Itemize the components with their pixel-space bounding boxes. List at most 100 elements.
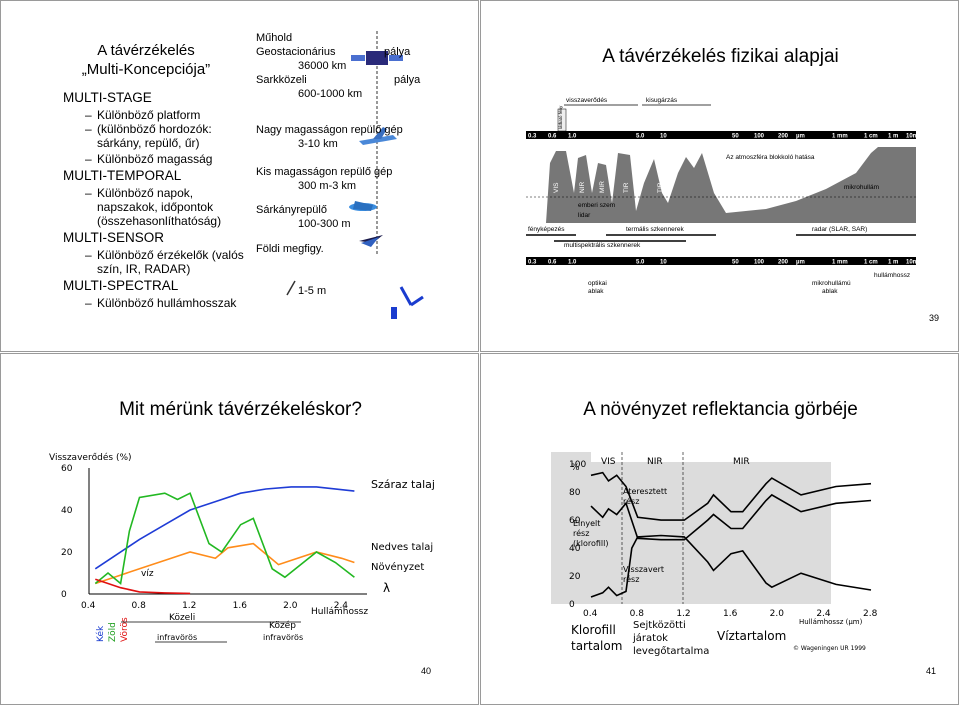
slide-title: A növényzet reflektancia görbéje xyxy=(583,399,858,420)
curve-dry-soil xyxy=(94,486,355,570)
label-wavelength: hullámhossz xyxy=(874,272,910,279)
label-sarkany-alt: 100-300 m xyxy=(298,218,351,230)
page-number: 41 xyxy=(926,666,937,676)
chart-background xyxy=(551,452,831,604)
label-lidar: lidar xyxy=(578,212,591,219)
scale-tick: 0.3 xyxy=(528,260,537,266)
band-label: VIS xyxy=(553,182,560,193)
list-sub: Különböző napok,napszakok, időpontok(öss… xyxy=(63,186,253,228)
scale-tick: 1 cm xyxy=(864,134,878,140)
x-tick: 2.0 xyxy=(283,601,298,611)
slide-multi-concept: A távérzékelés „Multi-Koncepciója” MULTI… xyxy=(0,0,479,352)
label-sarkany: Sárkányrepülő xyxy=(256,204,327,216)
list-sub: Különböző hullámhosszak xyxy=(63,296,253,310)
list-heading: MULTI-TEMPORAL xyxy=(63,168,182,183)
x-tick: 1.2 xyxy=(182,601,196,611)
scale-tick: 50 xyxy=(732,260,739,266)
label-palya: pálya xyxy=(394,74,421,86)
jet-icon xyxy=(359,127,397,145)
label-window: ablak xyxy=(588,288,604,295)
curve-reflection xyxy=(590,534,872,598)
scale-tick: 5.0 xyxy=(636,134,645,140)
legend-water: víz xyxy=(141,569,154,579)
label-multi: multispektrális szkennerek xyxy=(564,242,641,249)
legend-wet-soil: Nedves talaj xyxy=(371,542,433,553)
scale-bar-bottom xyxy=(526,257,916,265)
band-label: UV xyxy=(531,183,538,193)
platform-diagram xyxy=(286,31,424,319)
title-line: A távérzékelés xyxy=(97,42,195,59)
label-photo: fényképezés xyxy=(528,226,565,233)
em-spectrum-figure: visszaverődés kisugárzás látható fény 0.… xyxy=(526,97,918,295)
x-tick: 2.4 xyxy=(816,609,831,619)
scale-tick: 1 m xyxy=(888,134,898,140)
y-ticks: 100 80 60 40 20 0 xyxy=(569,460,586,610)
band-label: NIR xyxy=(579,182,586,194)
glider-icon xyxy=(359,235,383,247)
x-tick: 2.8 xyxy=(863,609,878,619)
list-sub: Különböző platform xyxy=(63,108,253,122)
region-header xyxy=(591,452,871,462)
scale-tick: 200 xyxy=(778,260,789,266)
y-tick: 20 xyxy=(61,548,73,558)
label-water: Víztartalom xyxy=(717,629,786,643)
copyright: © Wageningen UR 1999 xyxy=(793,645,866,652)
y-ticks: 60 40 20 0 xyxy=(61,464,73,600)
label-cells: Sejtközötti xyxy=(633,620,686,631)
text: napszakok, időpontok xyxy=(97,200,214,214)
list-sub: Különböző magasság xyxy=(63,152,253,166)
label-muhold: Műhold xyxy=(256,32,293,44)
concept-list: MULTI-STAGE Különböző platform (különböz… xyxy=(63,89,253,312)
label-nir: NIR xyxy=(647,457,663,467)
x-tick: 0.4 xyxy=(583,609,598,619)
scale-tick: 1.0 xyxy=(568,260,577,266)
label-radar: radar (SLAR, SAR) xyxy=(812,226,867,233)
label-chlorophyll: tartalom xyxy=(571,639,622,653)
y-tick: 100 xyxy=(569,460,586,470)
label-transmit: Áteresztett xyxy=(623,485,667,496)
label-palya: pálya xyxy=(384,46,411,58)
x-tick: 0.8 xyxy=(630,609,645,619)
y-tick: 60 xyxy=(569,516,581,526)
scale-tick: 100 xyxy=(754,260,765,266)
text: szín, IR, RADAR) xyxy=(97,262,191,276)
scale-tick: 10 xyxy=(660,134,667,140)
curve-water xyxy=(95,578,191,595)
y-tick: 0 xyxy=(61,590,67,600)
label-green: Zöld xyxy=(108,622,118,642)
label-microwave-window: mikrohullámú xyxy=(812,280,851,287)
x-axis-label: Hullámhossz xyxy=(311,607,368,617)
page-number: 39 xyxy=(929,313,940,323)
label-kozeli: Közeli xyxy=(169,613,195,623)
text: sárkány, repülő, űr) xyxy=(97,136,200,150)
scale-tick: 10 xyxy=(660,260,667,266)
band-label: MIR xyxy=(599,181,606,193)
label-reflect: rész xyxy=(623,574,639,584)
x-tick: 1.6 xyxy=(723,609,738,619)
label-microwave: mikrohullám xyxy=(844,184,879,191)
label-sark-alt: 600-1000 km xyxy=(298,88,363,100)
label-reflect: Visszavert xyxy=(623,565,664,574)
scale-bar-top xyxy=(526,131,916,139)
list-heading: MULTI-STAGE xyxy=(63,90,152,105)
legend-vegetation: Növényzet xyxy=(371,561,424,573)
lambda-symbol: λ xyxy=(383,581,390,595)
label-reflected: visszaverődés xyxy=(566,97,608,104)
label-emitted: kisugárzás xyxy=(646,97,678,104)
label-optical: optikai xyxy=(588,280,607,287)
band-label: TIR xyxy=(657,182,664,193)
y-axis-label: Visszaverődés (%) xyxy=(49,452,132,463)
slide-vegetation-curve: A növényzet reflektancia görbéje % 100 80… xyxy=(480,353,959,705)
label-cells: járatok xyxy=(632,632,668,644)
y-tick: 80 xyxy=(569,488,581,498)
curve-wet-soil xyxy=(95,542,355,585)
list-heading: MULTI-SPECTRAL xyxy=(63,278,179,293)
ground-station-icon xyxy=(286,280,424,319)
y-axis-label: % xyxy=(571,463,580,473)
y-tick: 60 xyxy=(61,464,73,474)
slide-what-measure: Mit mérünk távérzékeléskor? Visszaverődé… xyxy=(0,353,479,705)
slide-title: A távérzékelés fizikai alapjai xyxy=(602,46,839,67)
label-infra1: infravörös xyxy=(157,633,197,642)
label-transmit: rész xyxy=(623,496,639,506)
